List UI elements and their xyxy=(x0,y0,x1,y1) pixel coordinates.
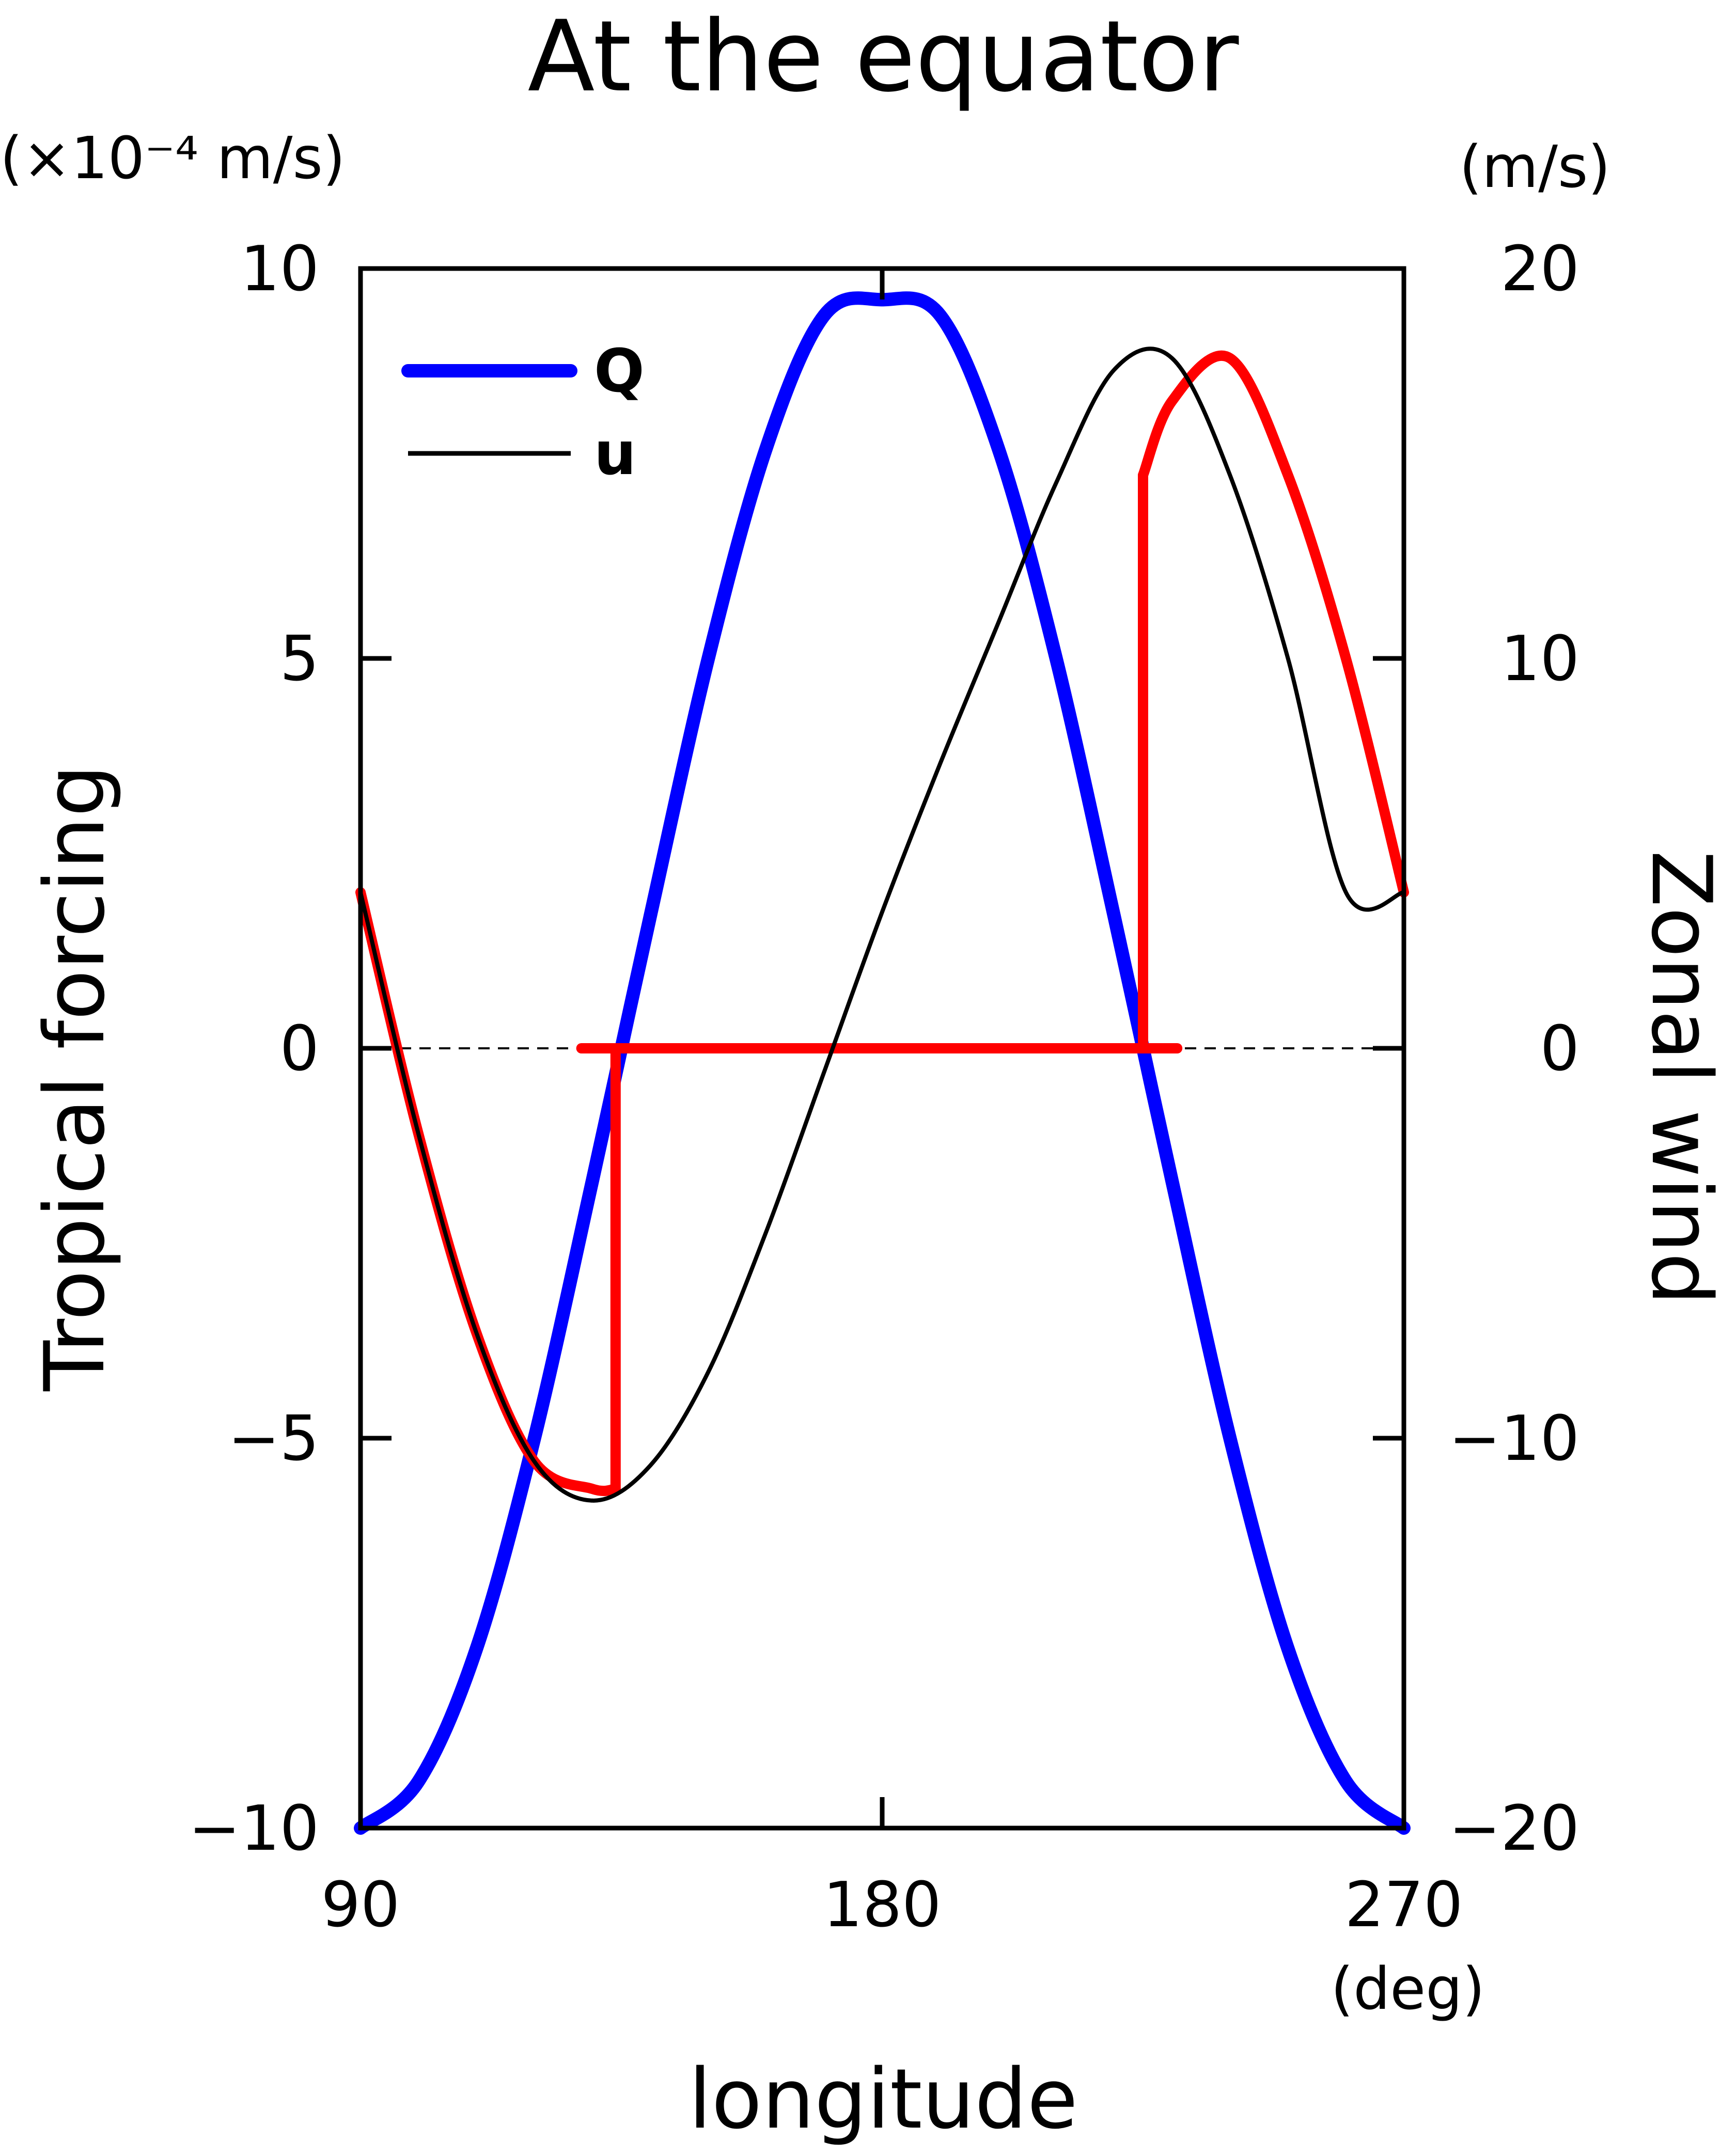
left-axis-unit: (×10⁻⁴ m/s) xyxy=(0,125,346,192)
legend: Q u xyxy=(401,337,645,489)
series-u xyxy=(358,347,1406,1503)
chart-title: At the equator xyxy=(528,0,1240,114)
y-tick-label-left: 0 xyxy=(280,1013,319,1085)
left-axis-title: Tropical forcing xyxy=(26,764,123,1392)
y-tick-label-right: −20 xyxy=(1449,1793,1579,1865)
series-line-segment xyxy=(354,291,1411,1835)
x-tick-label: 90 xyxy=(321,1869,400,1941)
x-tick-label: 180 xyxy=(823,1869,941,1941)
y-tick-label-left: −5 xyxy=(228,1403,319,1475)
x-axis-unit: (deg) xyxy=(1331,1956,1485,2023)
x-axis-title: longitude xyxy=(689,2051,1078,2147)
y-tick-label-right: 10 xyxy=(1500,623,1579,695)
right-axis-title: Zonal wind xyxy=(1633,851,1721,1305)
series-line-segment xyxy=(355,887,621,1497)
series-q xyxy=(354,291,1411,1835)
x-tick-label: 270 xyxy=(1344,1869,1463,1941)
y-tick-label-right: −10 xyxy=(1449,1403,1579,1475)
y-tick-label-right: 0 xyxy=(1540,1013,1579,1085)
series-line-segment xyxy=(358,347,1406,1503)
series-line-segment xyxy=(1138,350,1409,898)
y-tick-label-left: −10 xyxy=(189,1793,319,1865)
legend-label-q: Q xyxy=(594,337,645,406)
legend-label-u: u xyxy=(594,419,636,489)
y-tick-label-left: 10 xyxy=(240,233,319,305)
right-axis-unit: (m/s) xyxy=(1459,134,1610,201)
y-tick-label-left: 5 xyxy=(280,623,319,695)
y-tick-label-right: 20 xyxy=(1500,233,1579,305)
